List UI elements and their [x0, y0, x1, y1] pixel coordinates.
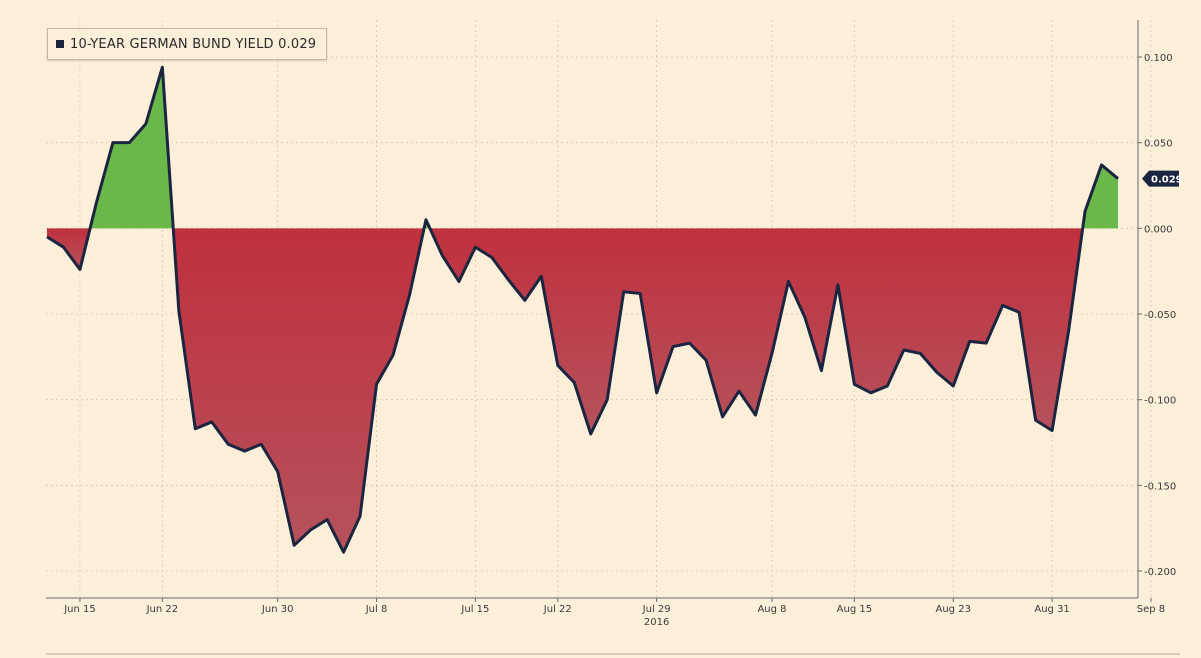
x-tick-label: Jul 22: [543, 604, 572, 615]
x-tick-label: Aug 23: [936, 604, 971, 615]
x-tick-label: Jul 8: [365, 604, 388, 615]
y-tick-label: 0.100: [1144, 53, 1173, 64]
last-value-callout: 0.029: [1142, 170, 1183, 187]
year-label: 2016: [644, 617, 669, 628]
x-tick-label: Jun 22: [146, 604, 179, 615]
x-tick-label: Aug 15: [837, 604, 872, 615]
legend: 10-YEAR GERMAN BUND YIELD 0.029: [47, 28, 328, 60]
x-tick-label: Jun 30: [261, 604, 294, 615]
positive-area: [1082, 164, 1118, 229]
x-tick-label: Aug 8: [757, 604, 786, 615]
x-tick-label: Jul 15: [460, 604, 489, 615]
x-tick-label: Sep 8: [1137, 604, 1165, 615]
y-tick-label: -0.150: [1144, 481, 1176, 492]
y-tick-label: -0.050: [1144, 310, 1176, 321]
negative-area: [173, 228, 425, 553]
y-tick-labels: 0.100 0.050 0.000 -0.050 -0.100 -0.150 -0.200: [1138, 53, 1176, 578]
y-tick-label: -0.100: [1144, 396, 1176, 407]
positive-area: [90, 67, 174, 229]
y-tick-label: -0.200: [1144, 567, 1176, 578]
legend-swatch: [56, 40, 64, 48]
series-line: [46, 65, 1119, 554]
y-tick-label: 0.050: [1144, 139, 1173, 150]
axes: [46, 20, 1180, 655]
x-tick-labels: Jun 15 Jun 22 Jun 30 Jul 8 Jul 15 Jul 22 Jul 2…: [63, 598, 1165, 615]
x-tick-label: Aug 31: [1034, 604, 1069, 615]
x-tick-label: Jul 29: [642, 604, 671, 615]
x-tick-label: Jun 15: [63, 604, 96, 615]
callout-arrow: [1142, 170, 1179, 187]
legend-label: 10-YEAR GERMAN BUND YIELD 0.029: [70, 36, 317, 52]
y-tick-label: 0.000: [1144, 224, 1173, 235]
negative-area: [429, 228, 1083, 434]
last-value-label: 0.029: [1151, 175, 1183, 186]
negative-area: [47, 228, 91, 270]
area-fills: [47, 67, 1118, 553]
yield-line: [46, 65, 1119, 554]
